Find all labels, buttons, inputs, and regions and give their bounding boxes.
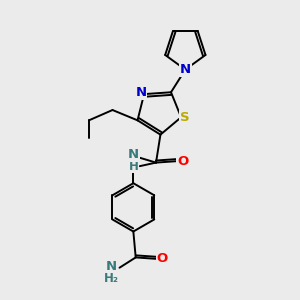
- Text: N: N: [180, 63, 191, 76]
- Text: N: N: [128, 148, 139, 161]
- Text: N: N: [136, 86, 147, 99]
- Text: O: O: [157, 252, 168, 266]
- Text: N: N: [106, 260, 117, 273]
- Text: H: H: [128, 160, 138, 172]
- Text: O: O: [177, 154, 188, 168]
- Text: S: S: [180, 111, 190, 124]
- Text: H₂: H₂: [104, 272, 119, 285]
